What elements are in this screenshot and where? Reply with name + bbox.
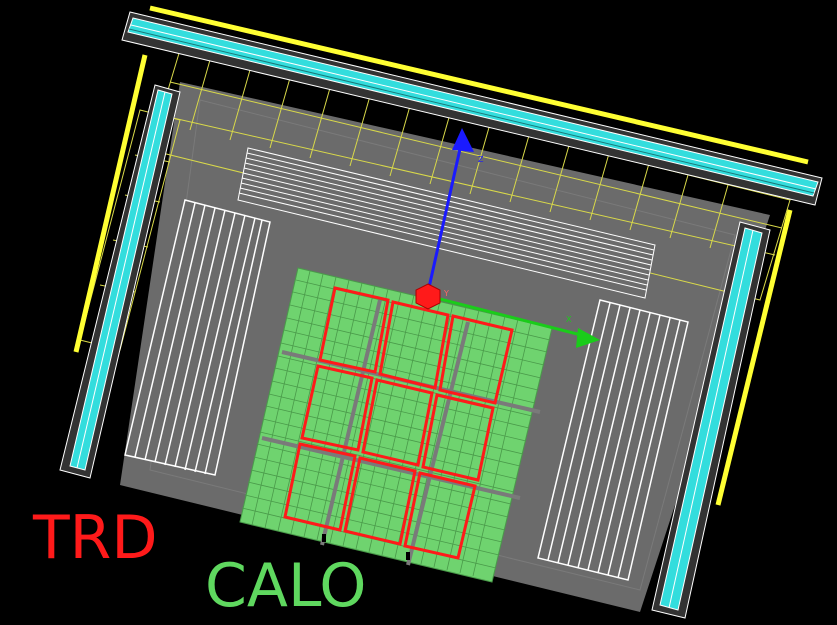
svg-text:X: X bbox=[566, 315, 572, 324]
svg-text:Y: Y bbox=[443, 289, 449, 298]
trd-label: TRD bbox=[33, 508, 158, 568]
calo-label: CALO bbox=[205, 556, 366, 616]
svg-text:Z: Z bbox=[478, 155, 484, 164]
